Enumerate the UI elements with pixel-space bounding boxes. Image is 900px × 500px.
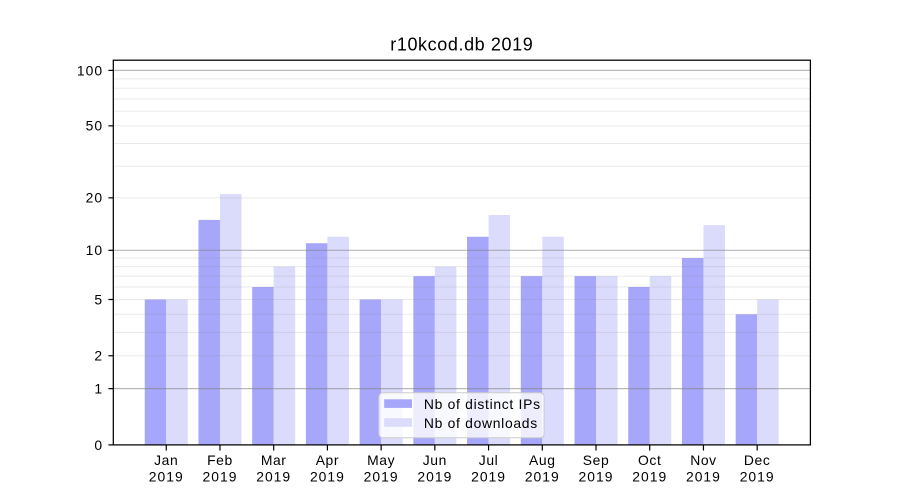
- svg-text:Oct: Oct: [638, 452, 661, 468]
- svg-text:Mar: Mar: [261, 452, 287, 468]
- svg-text:Jun: Jun: [423, 452, 447, 468]
- svg-text:2019: 2019: [525, 469, 560, 485]
- svg-text:2: 2: [94, 348, 103, 364]
- svg-text:Feb: Feb: [207, 452, 233, 468]
- svg-text:5: 5: [94, 291, 103, 307]
- svg-text:2019: 2019: [203, 469, 238, 485]
- svg-text:1: 1: [94, 381, 103, 397]
- svg-text:2019: 2019: [310, 469, 345, 485]
- svg-text:2019: 2019: [364, 469, 399, 485]
- svg-text:Jul: Jul: [479, 452, 499, 468]
- svg-text:2019: 2019: [471, 469, 506, 485]
- svg-text:2019: 2019: [417, 469, 452, 485]
- svg-text:2019: 2019: [256, 469, 291, 485]
- svg-text:Sep: Sep: [583, 452, 610, 468]
- svg-text:Nb of distinct IPs: Nb of distinct IPs: [424, 396, 541, 412]
- svg-text:2019: 2019: [740, 469, 775, 485]
- svg-text:Nb of downloads: Nb of downloads: [424, 415, 538, 431]
- svg-text:100: 100: [77, 62, 103, 78]
- svg-text:50: 50: [86, 118, 103, 134]
- svg-text:Apr: Apr: [316, 452, 339, 468]
- svg-text:Nov: Nov: [690, 452, 717, 468]
- svg-text:Aug: Aug: [529, 452, 556, 468]
- svg-text:Dec: Dec: [744, 452, 771, 468]
- svg-text:2019: 2019: [149, 469, 184, 485]
- svg-text:2019: 2019: [686, 469, 721, 485]
- svg-text:10: 10: [86, 242, 103, 258]
- svg-text:2019: 2019: [579, 469, 614, 485]
- svg-text:May: May: [367, 452, 395, 468]
- svg-text:20: 20: [86, 190, 103, 206]
- svg-text:r10kcod.db 2019: r10kcod.db 2019: [390, 34, 533, 54]
- svg-text:Jan: Jan: [154, 452, 178, 468]
- svg-text:2019: 2019: [632, 469, 667, 485]
- svg-text:0: 0: [94, 437, 103, 453]
